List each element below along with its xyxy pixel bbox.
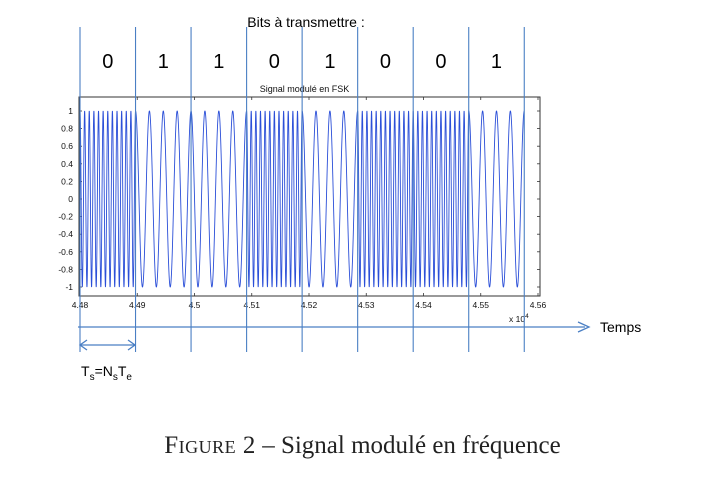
figure-number: Figure 2 bbox=[164, 432, 256, 459]
x-tick-label: 4.51 bbox=[243, 300, 260, 310]
bit-label: 1 bbox=[158, 51, 169, 73]
bit-period-arrow-right bbox=[127, 339, 137, 351]
x-tick-label: 4.49 bbox=[129, 300, 146, 310]
bit-period-marker: Ts=NsTe bbox=[78, 339, 137, 383]
x-tick-label: 4.53 bbox=[358, 300, 375, 310]
plot-area: Signal modulé en FSK 1 0.8 0.6 0.4 0.2 0 -0.2 -0… bbox=[58, 84, 546, 324]
x-tick-label: 4.55 bbox=[472, 300, 489, 310]
bit-label: 0 bbox=[380, 51, 391, 73]
bit-boundary-lines bbox=[79, 27, 525, 352]
bit-label: 0 bbox=[435, 51, 446, 73]
y-tick-label: 0.4 bbox=[61, 159, 73, 169]
time-axis-label: Temps bbox=[600, 319, 641, 335]
bit-labels: 0 1 1 0 1 0 0 1 bbox=[102, 51, 502, 73]
chart-title: Signal modulé en FSK bbox=[260, 84, 350, 94]
bit-label: 0 bbox=[102, 51, 113, 73]
time-axis-arrowhead bbox=[577, 321, 591, 333]
bit-label: 1 bbox=[213, 51, 224, 73]
caption-text: Signal modulé en fréquence bbox=[280, 432, 561, 459]
x-tick-label: 4.56 bbox=[530, 300, 547, 310]
caption-dash: – bbox=[255, 432, 281, 459]
y-tick-label: 0.6 bbox=[61, 141, 73, 151]
y-tick-label: -1 bbox=[65, 282, 73, 292]
y-tick-label: 0.2 bbox=[61, 176, 73, 186]
y-tick-label: -0.2 bbox=[58, 212, 73, 222]
bit-period-arrow-left bbox=[78, 339, 88, 351]
time-axis: Temps bbox=[78, 319, 641, 335]
y-tick-label: 1 bbox=[68, 106, 73, 116]
x-multiplier-label: x 104 bbox=[509, 313, 529, 324]
figure-caption: Figure 2 – Signal modulé en fréquence bbox=[0, 432, 725, 460]
bit-label: 0 bbox=[269, 51, 280, 73]
bit-label: 1 bbox=[491, 51, 502, 73]
x-tick-label: 4.52 bbox=[301, 300, 318, 310]
y-tick-label: 0 bbox=[68, 194, 73, 204]
x-tick-label: 4.5 bbox=[189, 300, 201, 310]
y-tick-label: 0.8 bbox=[61, 124, 73, 134]
x-tick-label: 4.54 bbox=[415, 300, 432, 310]
bit-label: 1 bbox=[324, 51, 335, 73]
bit-period-label: Ts=NsTe bbox=[81, 363, 132, 383]
y-tick-label: -0.6 bbox=[58, 247, 73, 257]
y-tick-label: -0.4 bbox=[58, 229, 73, 239]
bits-title: Bits à transmettre : bbox=[247, 14, 364, 30]
y-tick-label: -0.8 bbox=[58, 264, 73, 274]
